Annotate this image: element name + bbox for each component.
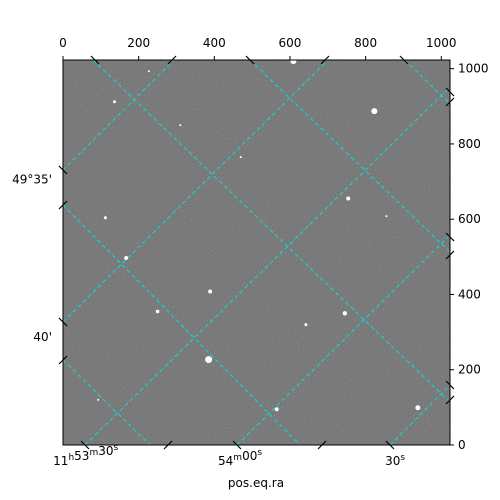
star-16 xyxy=(239,156,242,159)
grid-line-9 xyxy=(63,359,151,445)
top-tick-label-5: 1000 xyxy=(426,36,457,50)
right-tick-label-0: 0 xyxy=(458,438,466,452)
wcs-tick-13 xyxy=(232,440,242,450)
top-pixel-axis: 0 200 400 600 800 1000 xyxy=(59,36,457,60)
wcs-tick-9 xyxy=(445,380,455,390)
wcs-tick-18 xyxy=(58,317,68,327)
star-14 xyxy=(385,215,388,218)
wcs-tick-7 xyxy=(445,232,455,242)
star-17 xyxy=(97,398,100,401)
ra-tick-label-2: 30s xyxy=(385,453,405,468)
star-1 xyxy=(371,108,378,115)
wcs-tick-4 xyxy=(399,55,409,65)
plot-frame xyxy=(62,59,451,446)
x-axis-label: pos.eq.ra xyxy=(228,476,284,490)
right-tick-label-2: 400 xyxy=(458,287,481,301)
ra-tick-label-1: 54m00s xyxy=(218,448,262,468)
image-noise xyxy=(63,60,450,445)
star-3 xyxy=(147,70,150,73)
wcs-tick-17 xyxy=(58,200,68,210)
grid-line-6 xyxy=(249,60,450,253)
wcs-tick-12 xyxy=(163,440,173,450)
grid-line-3 xyxy=(236,234,450,445)
right-pixel-axis: 0 200 400 600 800 1000 xyxy=(450,62,489,452)
star-13 xyxy=(415,405,421,411)
wcs-tick-3 xyxy=(320,55,330,65)
wcs-tick-5 xyxy=(445,87,455,97)
star-7 xyxy=(208,289,213,294)
star-4 xyxy=(346,196,351,201)
wcs-tick-0 xyxy=(90,55,100,65)
dec-tick-label-1: 40' xyxy=(33,330,52,344)
wcs-grid xyxy=(63,60,450,445)
bottom-ra-axis: 11h53m30s 54m00s 30s xyxy=(53,55,455,468)
star-11 xyxy=(205,356,213,364)
right-tick-label-4: 800 xyxy=(458,137,481,151)
right-tick-label-5: 1000 xyxy=(458,62,489,76)
wcs-tick-8 xyxy=(445,250,455,260)
wcs-tick-2 xyxy=(245,55,255,65)
wcs-tick-19 xyxy=(58,355,68,365)
grid-line-4 xyxy=(389,384,450,445)
star-8 xyxy=(155,309,160,314)
top-tick-label-0: 0 xyxy=(59,36,67,50)
wcs-tick-10 xyxy=(445,395,455,405)
star-2 xyxy=(112,100,116,104)
grid-line-0 xyxy=(63,60,329,323)
right-tick-label-3: 600 xyxy=(458,212,481,226)
right-tick-label-1: 200 xyxy=(458,363,481,377)
top-tick-label-4: 800 xyxy=(354,36,377,50)
grid-line-7 xyxy=(404,60,450,105)
grid-line-2 xyxy=(84,86,450,445)
star-15 xyxy=(179,124,182,127)
ra-tick-label-0: 11h53m30s xyxy=(53,443,118,468)
wcs-tick-6 xyxy=(445,97,455,107)
dec-tick-label-0: 49°35' xyxy=(12,173,52,187)
star-10 xyxy=(304,323,308,327)
wcs-tick-1 xyxy=(167,55,177,65)
top-tick-label-2: 400 xyxy=(203,36,226,50)
star-0 xyxy=(290,60,297,65)
grid-line-8 xyxy=(63,204,301,445)
wcs-tick-15 xyxy=(385,440,395,450)
star-5 xyxy=(103,216,107,220)
star-9 xyxy=(342,311,348,316)
top-tick-label-3: 600 xyxy=(279,36,302,50)
star-12 xyxy=(274,407,279,412)
star-6 xyxy=(124,255,129,260)
wcs-tick-11 xyxy=(80,440,90,450)
wcs-tick-14 xyxy=(317,440,327,450)
stars-layer xyxy=(97,60,421,412)
top-tick-label-1: 200 xyxy=(127,36,150,50)
grid-line-5 xyxy=(92,60,450,403)
wcs-tick-16 xyxy=(58,165,68,175)
grid-line-1 xyxy=(63,60,175,171)
left-dec-axis: 49°35' 40' xyxy=(12,173,52,344)
